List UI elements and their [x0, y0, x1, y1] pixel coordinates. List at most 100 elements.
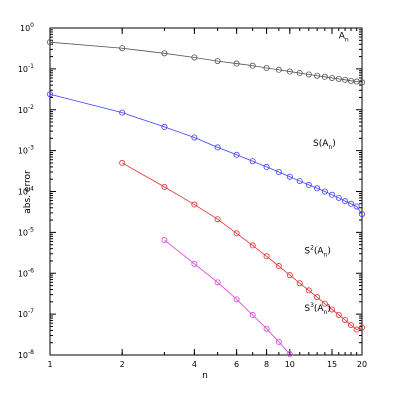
data-point — [353, 203, 360, 210]
data-point — [119, 109, 126, 116]
y-tick-label: 10-1 — [18, 63, 34, 74]
data-point — [321, 188, 328, 195]
data-point — [305, 287, 312, 294]
y-tick-label: 10-6 — [18, 267, 34, 278]
data-point — [286, 351, 293, 358]
data-point — [161, 50, 168, 57]
data-point — [286, 68, 293, 75]
data-point — [249, 62, 256, 69]
data-point — [263, 325, 270, 332]
data-point — [233, 151, 240, 158]
series-4: S3(An) — [161, 237, 331, 358]
x-tick-label: 8 — [264, 360, 269, 369]
x-tick-label: 10 — [285, 360, 295, 369]
series-label: S3(An) — [304, 302, 331, 316]
data-point — [263, 65, 270, 72]
data-point — [342, 76, 349, 83]
data-point — [335, 194, 342, 201]
series-line — [164, 239, 291, 355]
data-point — [342, 198, 349, 205]
x-tick-label: 2 — [120, 360, 125, 369]
series-layer: An S(An) S2(An) S3(An) — [47, 32, 365, 358]
y-tick-label: 10-4 — [18, 186, 34, 197]
y-tick-label: 100 — [20, 22, 34, 33]
data-point — [161, 183, 168, 190]
x-tick-label: 15 — [327, 360, 337, 369]
data-point — [191, 201, 198, 208]
data-point — [286, 173, 293, 180]
data-point — [314, 185, 321, 192]
data-point — [314, 72, 321, 79]
data-point — [233, 60, 240, 67]
data-point — [249, 242, 256, 249]
data-point — [329, 306, 336, 313]
data-point — [214, 58, 221, 65]
x-tick-label: 4 — [192, 360, 197, 369]
data-point — [191, 134, 198, 141]
data-point — [249, 312, 256, 319]
series-line — [121, 162, 363, 330]
data-point — [275, 263, 282, 270]
data-point — [305, 181, 312, 188]
series-3: S2(An) — [119, 159, 365, 333]
data-point — [296, 70, 303, 77]
y-tick-label: 10-7 — [18, 308, 34, 319]
data-point — [275, 338, 282, 345]
data-point — [321, 300, 328, 307]
y-tick-label: 10-5 — [18, 226, 34, 237]
data-point — [348, 322, 355, 329]
data-point — [263, 253, 270, 260]
data-point — [233, 296, 240, 303]
data-point — [348, 200, 355, 207]
y-axis-label: abs. error — [23, 170, 33, 214]
data-point — [191, 54, 198, 61]
series-label: S(An) — [313, 139, 336, 151]
data-point — [249, 158, 256, 165]
data-point — [191, 260, 198, 267]
series-1: An — [47, 32, 365, 86]
y-tick-label: 10-2 — [18, 104, 34, 115]
data-point — [321, 73, 328, 80]
data-point — [119, 45, 126, 52]
axis-ticks: 1 2 4 6 8 10 15 20 100 10-1 10-2 10-3 10-4 10-5 10-6 10… — [18, 22, 367, 369]
data-point — [348, 77, 355, 84]
data-point — [342, 316, 349, 323]
data-point — [314, 294, 321, 301]
data-point — [161, 123, 168, 130]
data-point — [296, 178, 303, 185]
data-point — [263, 163, 270, 170]
series-label: An — [339, 32, 349, 44]
data-point — [353, 326, 360, 333]
data-point — [286, 272, 293, 279]
series-2: S(An) — [47, 91, 365, 218]
x-tick-label: 6 — [234, 360, 239, 369]
series-line — [49, 41, 363, 83]
data-point — [358, 324, 365, 331]
x-axis-label: n — [202, 371, 208, 381]
x-tick-label: 20 — [357, 360, 367, 369]
series-label: S2(An) — [304, 245, 331, 259]
data-point — [335, 311, 342, 318]
data-point — [161, 237, 168, 244]
data-point — [335, 75, 342, 82]
data-point — [358, 211, 365, 218]
data-point — [358, 79, 365, 86]
data-point — [214, 144, 221, 151]
data-point — [214, 216, 221, 223]
data-point — [233, 230, 240, 237]
data-point — [119, 159, 126, 166]
data-point — [329, 74, 336, 81]
data-point — [329, 191, 336, 198]
data-point — [275, 66, 282, 73]
data-point — [296, 280, 303, 287]
y-tick-label: 10-3 — [18, 145, 34, 156]
x-tick-label: 1 — [47, 360, 52, 369]
data-point — [275, 168, 282, 175]
y-tick-label: 10-8 — [18, 349, 34, 360]
series-line — [49, 93, 363, 215]
data-point — [47, 91, 54, 98]
data-point — [214, 279, 221, 286]
data-point — [305, 71, 312, 78]
data-point — [47, 39, 54, 46]
